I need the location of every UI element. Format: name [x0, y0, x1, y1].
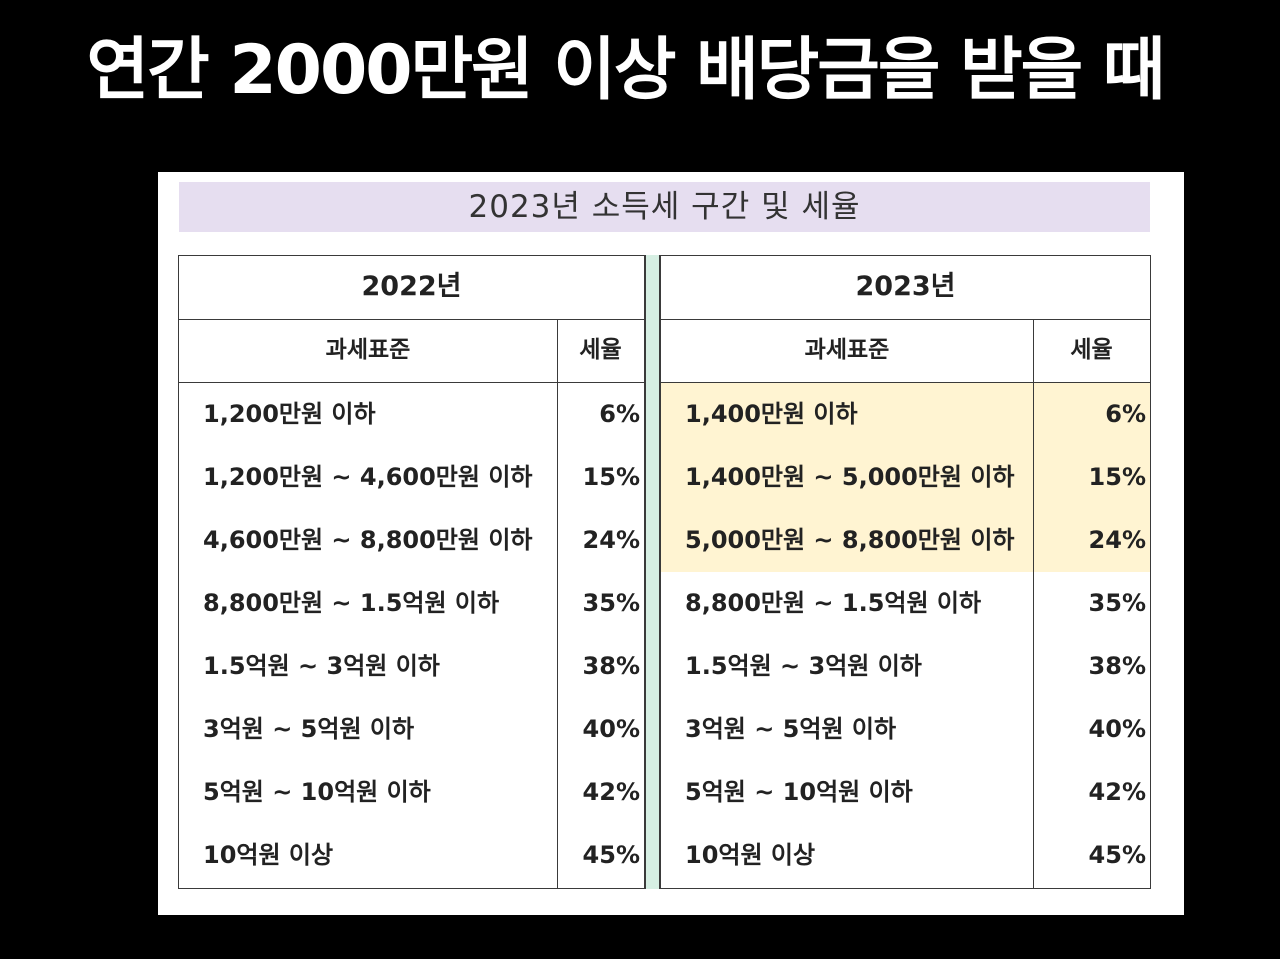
tax-bracket-range: 3억원 ~ 5억원 이하: [203, 715, 415, 743]
rows-2023: 1,400만원 이하 6% 1,400만원 ~ 5,000만원 이하 15% 5…: [661, 383, 1150, 888]
year-header-2023: 2023년: [661, 256, 1150, 320]
tax-bracket-range: 8,800만원 ~ 1.5억원 이하: [685, 589, 982, 617]
tax-rate: 38%: [1088, 652, 1146, 680]
tax-rate: 15%: [1088, 463, 1146, 491]
tax-table-card: 2023년 소득세 구간 및 세율 2022년 과세표준 세율 1,200만원 …: [158, 172, 1184, 915]
tax-rate: 40%: [1088, 715, 1146, 743]
year-header-2022: 2022년: [179, 256, 644, 320]
table-row: 5,000만원 ~ 8,800만원 이하 24%: [661, 509, 1150, 572]
tax-bracket-range: 1,200만원 이하: [203, 400, 376, 428]
table-row: 8,800만원 ~ 1.5억원 이하 35%: [179, 572, 644, 635]
tax-bracket-range: 1,400만원 이하: [685, 400, 858, 428]
tax-bracket-range: 1.5억원 ~ 3억원 이하: [685, 652, 922, 680]
table-row: 1.5억원 ~ 3억원 이하 38%: [179, 635, 644, 698]
tax-rate: 40%: [582, 715, 640, 743]
tax-bracket-range: 1,200만원 ~ 4,600만원 이하: [203, 463, 533, 491]
column-divider: [1033, 320, 1034, 888]
rows-2022: 1,200만원 이하 6% 1,200만원 ~ 4,600만원 이하 15% 4…: [179, 383, 644, 888]
tax-rate: 15%: [582, 463, 640, 491]
tax-rate: 35%: [582, 589, 640, 617]
tax-bracket-range: 8,800만원 ~ 1.5억원 이하: [203, 589, 500, 617]
tax-rate: 38%: [582, 652, 640, 680]
table-row: 10억원 이상 45%: [661, 824, 1150, 887]
tax-rate: 45%: [582, 841, 640, 869]
table-row: 1,200만원 이하 6%: [179, 383, 644, 446]
column-header-tax-rate: 세율: [557, 320, 644, 383]
table-row: 5억원 ~ 10억원 이하 42%: [179, 761, 644, 824]
table-row: 1,200만원 ~ 4,600만원 이하 15%: [179, 446, 644, 509]
tax-bracket-range: 10억원 이상: [685, 841, 816, 869]
table-separator: [645, 255, 660, 889]
table-row: 1.5억원 ~ 3억원 이하 38%: [661, 635, 1150, 698]
tax-rate: 35%: [1088, 589, 1146, 617]
table-row: 1,400만원 이하 6%: [661, 383, 1150, 446]
tax-bracket-range: 3억원 ~ 5억원 이하: [685, 715, 897, 743]
table-row: 10억원 이상 45%: [179, 824, 644, 887]
table-row: 8,800만원 ~ 1.5억원 이하 35%: [661, 572, 1150, 635]
table-2023: 2023년 과세표준 세율 1,400만원 이하 6% 1,400만원 ~ 5,…: [660, 255, 1151, 889]
column-header-tax-base: 과세표준: [179, 320, 557, 383]
column-header-tax-base: 과세표준: [661, 320, 1033, 383]
table-2022: 2022년 과세표준 세율 1,200만원 이하 6% 1,200만원 ~ 4,…: [178, 255, 645, 889]
column-header-tax-rate: 세율: [1033, 320, 1150, 383]
table-title-banner: 2023년 소득세 구간 및 세율: [179, 182, 1150, 232]
tax-bracket-range: 5억원 ~ 10억원 이하: [203, 778, 431, 806]
changed-brackets-highlight: [661, 383, 1150, 572]
tax-rate: 45%: [1088, 841, 1146, 869]
table-row: 3억원 ~ 5억원 이하 40%: [179, 698, 644, 761]
table-row: 5억원 ~ 10억원 이하 42%: [661, 761, 1150, 824]
tax-rate: 24%: [1088, 526, 1146, 554]
tax-bracket-range: 1.5억원 ~ 3억원 이하: [203, 652, 440, 680]
table-row: 1,400만원 ~ 5,000만원 이하 15%: [661, 446, 1150, 509]
tax-rate: 6%: [599, 400, 640, 428]
tax-bracket-range: 1,400만원 ~ 5,000만원 이하: [685, 463, 1015, 491]
tax-bracket-range: 5,000만원 ~ 8,800만원 이하: [685, 526, 1015, 554]
tax-bracket-range: 5억원 ~ 10억원 이하: [685, 778, 913, 806]
table-row: 4,600만원 ~ 8,800만원 이하 24%: [179, 509, 644, 572]
tax-rate: 42%: [1088, 778, 1146, 806]
tax-rate: 24%: [582, 526, 640, 554]
tax-bracket-range: 4,600만원 ~ 8,800만원 이하: [203, 526, 533, 554]
tax-rate: 42%: [582, 778, 640, 806]
table-row: 3억원 ~ 5억원 이하 40%: [661, 698, 1150, 761]
column-divider: [557, 320, 558, 888]
tax-rate: 6%: [1105, 400, 1146, 428]
tax-bracket-range: 10억원 이상: [203, 841, 334, 869]
headline: 연간 2000만원 이상 배당금을 받을 때: [86, 31, 1166, 110]
